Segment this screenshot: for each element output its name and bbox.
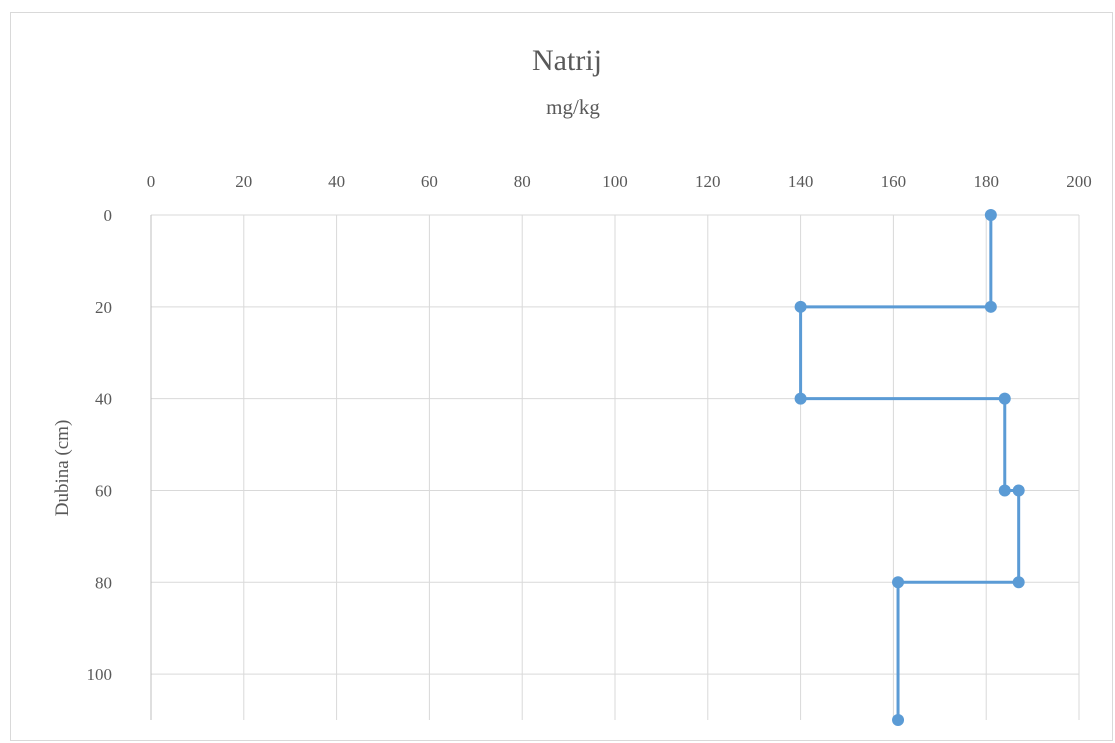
x-tick-label: 140 [788, 172, 814, 191]
y-axis-label: Dubina (cm) [52, 420, 73, 517]
x-tick-label: 40 [328, 172, 345, 191]
data-point [794, 392, 807, 405]
x-tick-label: 120 [695, 172, 721, 191]
data-point [892, 576, 905, 589]
chart-frame [10, 12, 1113, 741]
chart-subtitle: mg/kg [546, 95, 600, 119]
series-layer [794, 209, 1025, 726]
x-tick-label: 20 [235, 172, 252, 191]
x-tick-label: 200 [1066, 172, 1092, 191]
x-tick-label: 60 [421, 172, 438, 191]
data-point [1012, 484, 1025, 497]
gridlines [150, 214, 1080, 720]
data-point [794, 300, 807, 313]
x-axis-tick-labels: 0 20 40 60 80 100 120 140 160 180 200 [147, 172, 1092, 191]
y-tick-label: 60 [95, 481, 112, 500]
series-line [799, 215, 1021, 720]
y-tick-label: 0 [104, 206, 113, 225]
data-point [984, 300, 997, 313]
y-axis-tick-labels: 0 20 40 60 80 100 [87, 206, 113, 684]
data-point [1012, 576, 1025, 589]
data-point [984, 209, 997, 221]
x-tick-label: 160 [881, 172, 907, 191]
y-tick-label: 40 [95, 390, 112, 409]
x-tick-label: 0 [147, 172, 156, 191]
data-point [998, 392, 1011, 405]
x-tick-label: 100 [602, 172, 628, 191]
y-tick-label: 100 [87, 665, 113, 684]
chart-title: Natrij [532, 44, 602, 77]
x-tick-label: 180 [973, 172, 999, 191]
y-tick-label: 20 [95, 298, 112, 317]
data-point [892, 714, 905, 726]
y-tick-label: 80 [95, 573, 112, 592]
data-point [998, 484, 1011, 497]
x-tick-label: 80 [514, 172, 531, 191]
